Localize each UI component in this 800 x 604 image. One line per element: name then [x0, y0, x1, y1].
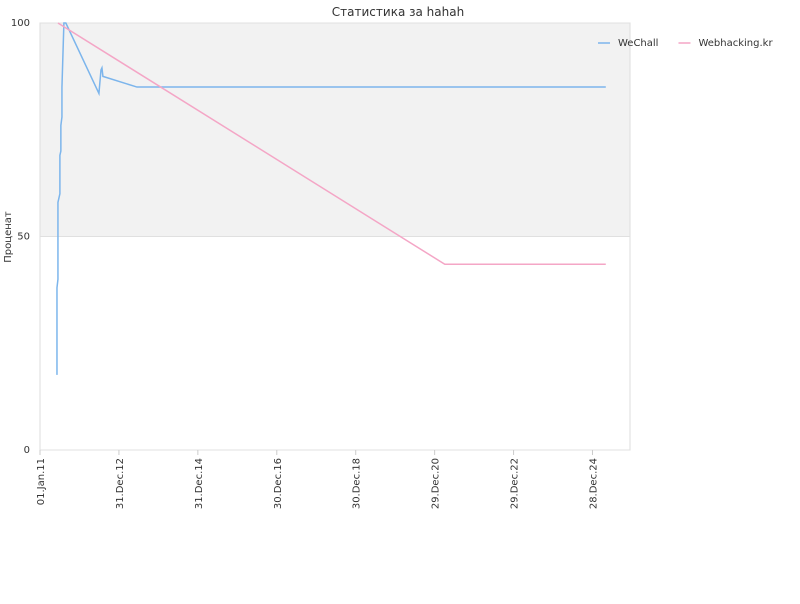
x-tick-label: 29.Dec.22 [510, 458, 521, 509]
x-tick-label: 01.Jan.11 [36, 458, 47, 505]
x-tick-label: 30.Dec.18 [352, 458, 363, 509]
legend-label: Webhacking.kr [698, 38, 773, 49]
x-tick-label: 31.Dec.12 [115, 458, 126, 509]
y-tick-label: 100 [11, 18, 30, 29]
chart-title: Статистика за hahah [332, 5, 464, 19]
plot-band [40, 23, 630, 237]
series-line [56, 22, 606, 375]
legend-label: WeChall [618, 38, 658, 49]
x-tick-label: 29.Dec.20 [431, 458, 442, 509]
y-tick-label: 0 [24, 445, 30, 456]
y-tick-label: 50 [17, 232, 30, 243]
y-axis-label: Проценат [3, 211, 14, 263]
x-tick-label: 30.Dec.16 [273, 458, 284, 509]
series-line [57, 22, 606, 266]
x-tick-label: 31.Dec.14 [194, 458, 205, 509]
x-tick-label: 28.Dec.24 [588, 458, 599, 509]
